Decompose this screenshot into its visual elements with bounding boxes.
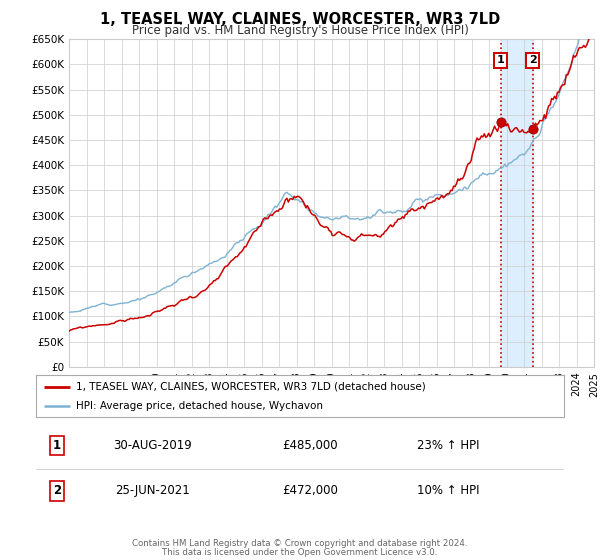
Bar — [500, 39, 533, 367]
Text: 30-AUG-2019: 30-AUG-2019 — [113, 439, 191, 452]
Text: 1, TEASEL WAY, CLAINES, WORCESTER, WR3 7LD (detached house): 1, TEASEL WAY, CLAINES, WORCESTER, WR3 7… — [76, 381, 425, 391]
Text: 2: 2 — [529, 55, 536, 66]
Text: £472,000: £472,000 — [283, 484, 338, 497]
Text: Contains HM Land Registry data © Crown copyright and database right 2024.: Contains HM Land Registry data © Crown c… — [132, 539, 468, 548]
Text: 1: 1 — [53, 439, 61, 452]
Text: £485,000: £485,000 — [283, 439, 338, 452]
Text: 23% ↑ HPI: 23% ↑ HPI — [416, 439, 479, 452]
Text: HPI: Average price, detached house, Wychavon: HPI: Average price, detached house, Wych… — [76, 401, 323, 411]
Text: 1, TEASEL WAY, CLAINES, WORCESTER, WR3 7LD: 1, TEASEL WAY, CLAINES, WORCESTER, WR3 7… — [100, 12, 500, 27]
Text: This data is licensed under the Open Government Licence v3.0.: This data is licensed under the Open Gov… — [163, 548, 437, 557]
Text: 10% ↑ HPI: 10% ↑ HPI — [416, 484, 479, 497]
Text: 2: 2 — [53, 484, 61, 497]
Point — [496, 118, 505, 127]
Text: 1: 1 — [497, 55, 505, 66]
Point — [528, 124, 538, 133]
Text: 25-JUN-2021: 25-JUN-2021 — [115, 484, 190, 497]
Text: Price paid vs. HM Land Registry's House Price Index (HPI): Price paid vs. HM Land Registry's House … — [131, 24, 469, 36]
